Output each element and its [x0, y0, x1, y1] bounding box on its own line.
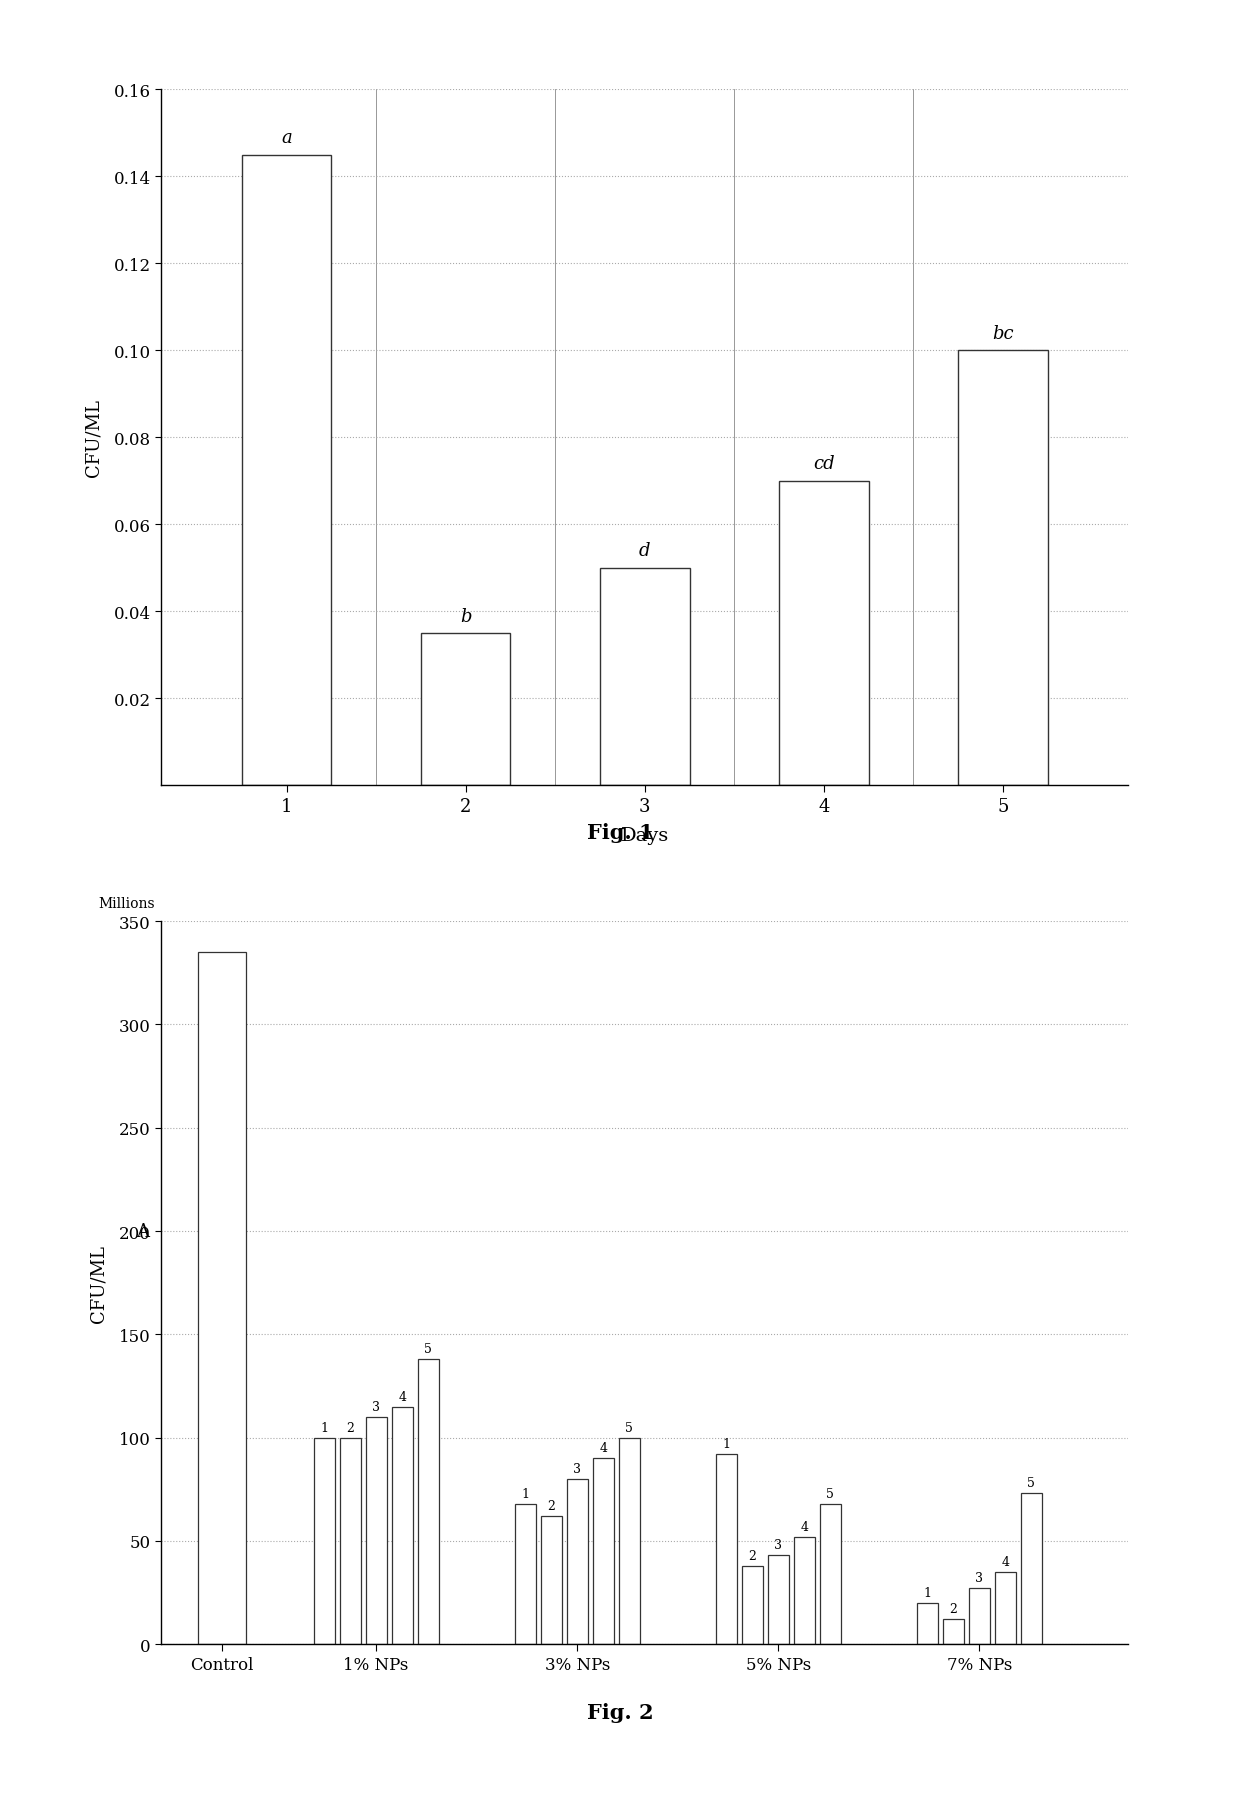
Text: 3: 3	[372, 1400, 381, 1413]
Bar	[768, 1556, 789, 1644]
Bar	[420, 634, 511, 786]
Bar	[242, 155, 331, 786]
Bar	[366, 1417, 387, 1644]
Text: 3: 3	[976, 1572, 983, 1585]
Bar	[715, 1455, 737, 1644]
Bar	[959, 351, 1048, 786]
Text: 2: 2	[748, 1549, 756, 1561]
Text: 1: 1	[924, 1587, 931, 1599]
Text: 1: 1	[722, 1437, 730, 1451]
Text: 2: 2	[950, 1603, 957, 1615]
Text: 3: 3	[573, 1462, 582, 1475]
Text: a: a	[281, 128, 291, 146]
Text: 4: 4	[800, 1520, 808, 1532]
Bar	[541, 1516, 562, 1644]
Bar	[820, 1503, 841, 1644]
Text: Fig. 1: Fig. 1	[587, 822, 653, 842]
Bar	[197, 952, 246, 1644]
Bar	[942, 1619, 963, 1644]
Bar	[619, 1438, 640, 1644]
Text: 5: 5	[1028, 1476, 1035, 1489]
Text: 1: 1	[320, 1420, 329, 1433]
Bar	[916, 1603, 937, 1644]
Text: Fig. 2: Fig. 2	[587, 1702, 653, 1722]
Text: 5: 5	[826, 1487, 835, 1500]
Text: 2: 2	[547, 1500, 556, 1512]
Y-axis label: CFU/ML: CFU/ML	[84, 399, 103, 477]
Text: 2: 2	[346, 1420, 355, 1433]
Text: cd: cd	[813, 455, 835, 473]
Bar	[968, 1588, 990, 1644]
Text: 5: 5	[424, 1343, 432, 1355]
Bar	[515, 1503, 536, 1644]
Text: bc: bc	[992, 325, 1014, 343]
Text: 5: 5	[625, 1420, 634, 1433]
Text: b: b	[460, 607, 471, 625]
Text: A: A	[136, 1222, 149, 1240]
Y-axis label: CFU/ML: CFU/ML	[89, 1243, 108, 1323]
X-axis label: Days: Days	[621, 828, 668, 846]
Bar	[742, 1567, 763, 1644]
Bar	[340, 1438, 361, 1644]
Bar	[418, 1359, 439, 1644]
Text: d: d	[639, 542, 651, 560]
Bar	[567, 1480, 588, 1644]
Text: 3: 3	[774, 1538, 782, 1552]
Text: 4: 4	[1002, 1556, 1009, 1568]
Text: 4: 4	[398, 1390, 407, 1402]
Bar	[600, 569, 689, 786]
Bar	[994, 1572, 1016, 1644]
Bar	[593, 1458, 614, 1644]
Bar	[779, 482, 869, 786]
Text: 4: 4	[599, 1442, 608, 1455]
Bar	[1021, 1494, 1042, 1644]
Bar	[794, 1538, 815, 1644]
Bar	[392, 1408, 413, 1644]
Text: 1: 1	[521, 1487, 529, 1500]
Bar	[314, 1438, 335, 1644]
Text: Millions: Millions	[98, 896, 155, 911]
